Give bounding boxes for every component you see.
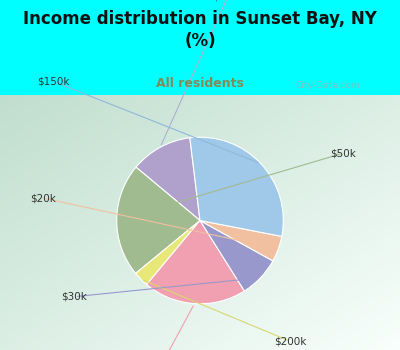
Wedge shape: [117, 167, 200, 273]
Text: All residents: All residents: [156, 77, 244, 90]
Text: $30k: $30k: [62, 292, 88, 302]
Wedge shape: [136, 220, 200, 285]
Wedge shape: [200, 220, 282, 261]
Text: $50k: $50k: [330, 148, 356, 158]
Text: $150k: $150k: [38, 77, 70, 86]
Wedge shape: [136, 138, 200, 220]
Wedge shape: [190, 137, 283, 236]
Text: $200k: $200k: [274, 336, 307, 346]
Text: City-Data.com: City-Data.com: [295, 81, 360, 90]
Text: Income distribution in Sunset Bay, NY
(%): Income distribution in Sunset Bay, NY (%…: [23, 10, 377, 50]
Wedge shape: [200, 220, 273, 291]
Wedge shape: [147, 220, 244, 304]
Text: $100k: $100k: [212, 0, 244, 1]
Text: $20k: $20k: [30, 193, 56, 203]
